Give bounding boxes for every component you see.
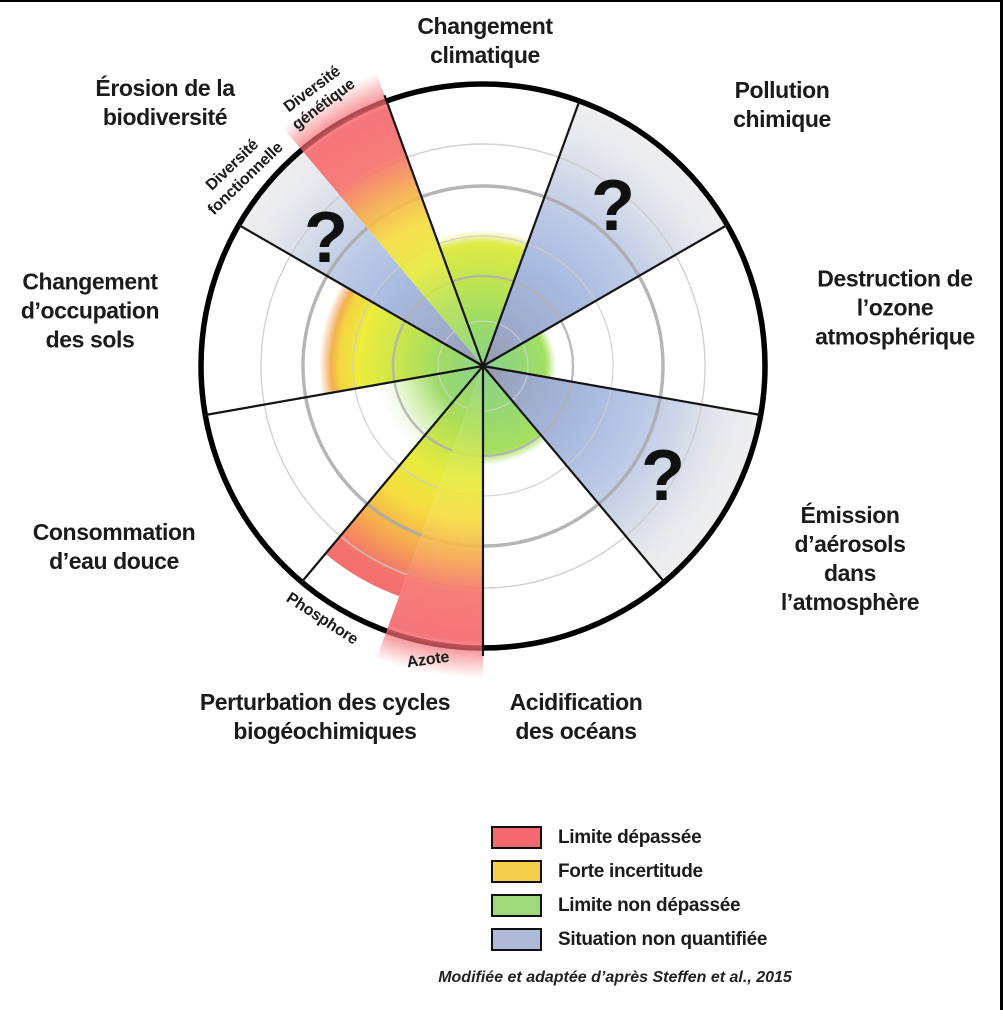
frame-top-edge	[0, 0, 1003, 2]
legend-label: Limite dépassée	[558, 826, 702, 848]
wedge-phosphore	[325, 366, 483, 597]
sector-dividers	[205, 94, 761, 656]
question-mark-aerosols: ?	[641, 436, 685, 516]
wedge-eau-douce	[205, 366, 484, 582]
label-destruction-ozone: Destruction de l’ozone atmosphérique	[815, 265, 975, 350]
legend-swatch-forte-incertitude	[491, 860, 542, 883]
question-mark-pollution-chimique: ?	[591, 166, 635, 246]
label-pollution-chimique: Pollution chimique	[733, 77, 831, 132]
wedge-azote	[376, 366, 483, 678]
label-acidification-oceans: Acidification des océans	[509, 689, 643, 744]
sector-divider	[482, 364, 761, 417]
wedge-diversite-fonctionnelle	[238, 150, 483, 366]
legend-swatch-situation-non-quantifiee	[491, 928, 542, 951]
legend-swatch-limite-non-depassee	[491, 894, 542, 917]
wedge-changement-climatique	[386, 84, 580, 366]
legend-swatch-limite-depassee	[491, 826, 542, 849]
wedge-acidification	[483, 366, 665, 648]
sector-divider	[383, 94, 485, 367]
legend-label: Forte incertitude	[558, 860, 703, 882]
legend-row: Forte incertitude	[491, 860, 767, 883]
sector-divider	[238, 224, 484, 367]
label-emission-aerosols: Émission d’aérosols dans l’atmosphère	[780, 502, 920, 615]
legend-row: Limite dépassée	[491, 826, 767, 849]
sector-divider	[481, 100, 581, 367]
sector-divider	[482, 224, 728, 367]
legend-label: Situation non quantifiée	[558, 928, 768, 950]
wedge-diversite-genetique	[282, 72, 483, 367]
legend-label: Limite non dépassée	[558, 894, 741, 916]
wedge-ozone	[483, 225, 765, 415]
label-erosion-biodiversite: Érosion de la biodiversité	[95, 75, 235, 130]
overshoot-wedges	[282, 72, 483, 678]
legend: Limite dépassée Forte incertitude Limite…	[491, 826, 767, 951]
label-changement-climatique: Changement climatique	[417, 13, 553, 68]
question-mark-diversite-fonctionnelle: ?	[304, 198, 348, 278]
sector-divider	[205, 364, 484, 417]
label-occupation-sols: Changement d’occupation des sols	[20, 268, 160, 353]
source-caption: Modifiée et adaptée d’après Steffen et a…	[438, 969, 792, 986]
wedge-aerosols	[483, 366, 761, 582]
sector-divider	[482, 365, 666, 583]
wedge-occupation-sols	[201, 225, 483, 415]
sector-divider	[300, 365, 484, 583]
legend-row: Situation non quantifiée	[491, 928, 767, 951]
label-eau-douce: Consommation d’eau douce	[32, 519, 196, 574]
label-cycles-biogeochimiques: Perturbation des cycles biogéochimiques	[199, 689, 451, 744]
frame-right-edge	[1000, 0, 1003, 1010]
legend-row: Limite non dépassée	[491, 894, 767, 917]
